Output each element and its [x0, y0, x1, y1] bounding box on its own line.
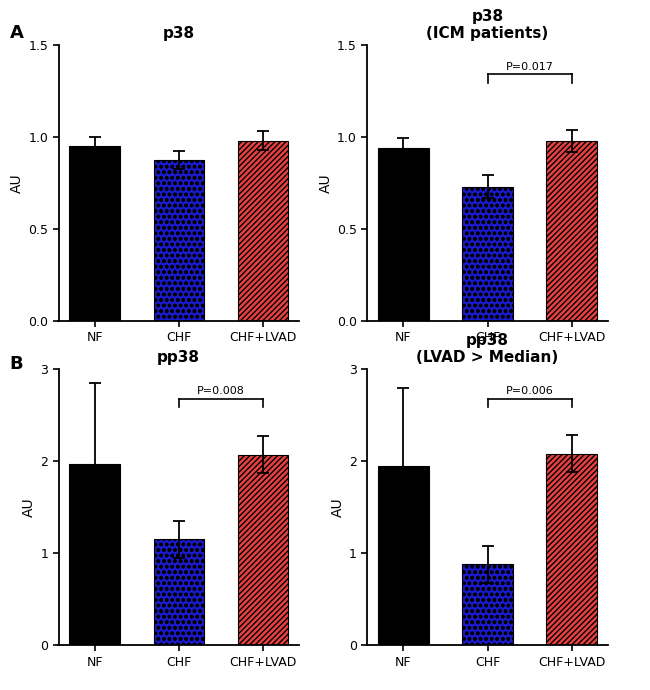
Title: pp38
(LVAD > Median): pp38 (LVAD > Median) [417, 333, 558, 365]
Title: p38
(ICM patients): p38 (ICM patients) [426, 8, 549, 41]
Bar [547, 141, 597, 321]
Bar [70, 146, 120, 321]
Y-axis label: AU: AU [331, 497, 345, 517]
Text: B: B [10, 355, 23, 373]
Bar [238, 141, 288, 321]
Bar [462, 186, 513, 321]
Text: P=0.008: P=0.008 [197, 386, 245, 396]
Title: pp38: pp38 [157, 351, 200, 365]
Bar [153, 540, 204, 645]
Bar [378, 148, 428, 321]
Bar [547, 454, 597, 645]
Y-axis label: AU: AU [318, 173, 333, 193]
Bar [378, 466, 428, 645]
Text: P=0.006: P=0.006 [506, 386, 553, 396]
Y-axis label: AU: AU [22, 497, 36, 517]
Text: P=0.017: P=0.017 [506, 61, 554, 72]
Y-axis label: AU: AU [10, 173, 24, 193]
Bar [70, 464, 120, 645]
Title: p38: p38 [162, 26, 195, 41]
Bar [238, 455, 288, 645]
Text: A: A [10, 24, 23, 42]
Bar [462, 564, 513, 645]
Bar [153, 160, 204, 321]
